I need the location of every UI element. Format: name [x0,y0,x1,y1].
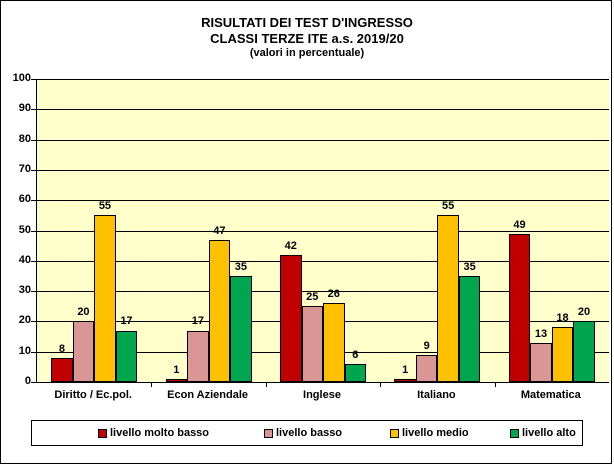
bar [394,378,416,382]
bar [530,342,552,382]
legend-swatch-icon [510,428,519,438]
x-axis-category-label: Italiano [417,389,456,401]
bar-value-label: 1 [173,363,180,376]
bar [508,233,531,382]
bar-value-label: 8 [58,342,65,355]
y-axis-tick-label: 10 [18,344,31,357]
bar-value-label: 6 [352,348,359,361]
legend-item[interactable]: livello medio [390,426,469,440]
x-axis-category-label: Diritto / Ec.pol. [54,389,132,401]
bar-value-label: 25 [306,291,319,304]
bar [301,306,323,382]
bar [323,303,345,382]
legend-label: livello medio [402,427,469,439]
legend-swatch-icon [264,428,273,438]
bar [165,378,188,382]
y-axis-tick-label: 30 [18,284,31,297]
x-axis-group-separator [380,382,382,387]
y-axis-tick-label: 50 [18,223,31,236]
bar-value-label: 1 [402,363,409,376]
legend-item[interactable]: livello molto basso [98,426,209,440]
bar-value-label: 17 [191,315,204,328]
bar [551,327,574,382]
gridline [37,169,609,171]
legend-swatch-icon [98,428,107,438]
gridline [37,79,609,80]
x-axis-category-label: Inglese [303,389,341,401]
bar [115,330,138,382]
y-axis-tick-label: 70 [18,162,31,175]
bar-value-label: 49 [513,218,526,231]
bar-value-label: 35 [234,260,247,273]
bar [72,321,95,382]
bar-value-label: 42 [284,239,297,252]
bar [230,275,252,382]
chart-title: RISULTATI DEI TEST D'INGRESSO CLASSI TER… [1,15,611,62]
gridline [37,200,609,202]
chart-title-line1: RISULTATI DEI TEST D'INGRESSO [201,15,413,30]
x-axis-group-separator [265,382,267,387]
bar [573,321,595,382]
chart-legend: livello molto basso livello basso livello … [31,420,583,446]
y-axis-tick-label: 100 [12,72,31,84]
y-axis-labels: 0 10 20 30 40 50 60 70 80 90 100 [1,73,61,387]
x-axis-group-separator [494,382,496,387]
bar-value-label: 55 [98,200,112,213]
bar [208,239,231,382]
bar [51,357,73,382]
gridline [37,139,609,141]
bar [458,275,481,382]
bar [437,215,459,382]
legend-label: livello molto basso [110,427,210,439]
legend-label: livello basso [276,427,343,439]
y-axis-tick-label: 20 [18,314,31,327]
legend-swatch-icon [390,428,399,438]
x-axis-category-label: Econ Aziendale [167,389,249,401]
chart-title-line2: CLASSI TERZE ITE a.s. 2019/20 [210,30,404,46]
gridline [37,291,609,293]
gridline [37,230,609,232]
y-axis-tick-label: 60 [18,193,31,206]
gridline [37,260,609,262]
bar-value-label: 13 [534,327,548,340]
bar-value-label: 26 [327,288,340,301]
legend-item[interactable]: livello basso [264,426,342,440]
bar-value-label: 35 [463,260,476,273]
y-axis-tick-label: 40 [18,253,31,266]
y-axis-tick-label: 80 [18,132,31,145]
x-axis-category-label: Matematica [520,389,581,401]
legend-item[interactable]: livello alto [510,426,576,440]
chart-title-line3: (valori in percentuale) [249,47,365,59]
legend-label: livello alto [522,427,576,439]
bar [344,363,366,382]
bar [280,254,302,382]
bar-value-label: 9 [423,339,430,352]
bar-value-label: 20 [577,306,591,319]
gridline [37,109,609,111]
y-axis-tick-label: 0 [24,375,31,387]
bar [415,354,438,382]
y-axis-tick-label: 90 [18,102,31,115]
plot-area: 8 20 55 17 1 17 47 35 42 25 26 6 1 9 55 35 49 13 18 20 [36,79,609,387]
x-axis-group-separator [151,382,153,387]
bar-value-label: 47 [213,224,226,237]
bar-value-label: 20 [77,306,90,319]
bar-value-label: 55 [442,200,455,213]
bar [187,330,209,382]
bar [94,215,116,382]
bar-value-label: 18 [556,312,569,325]
bar-value-label: 17 [120,315,133,328]
x-axis-labels: Diritto / Ec.pol. Econ Aziendale Inglese It… [36,389,608,407]
